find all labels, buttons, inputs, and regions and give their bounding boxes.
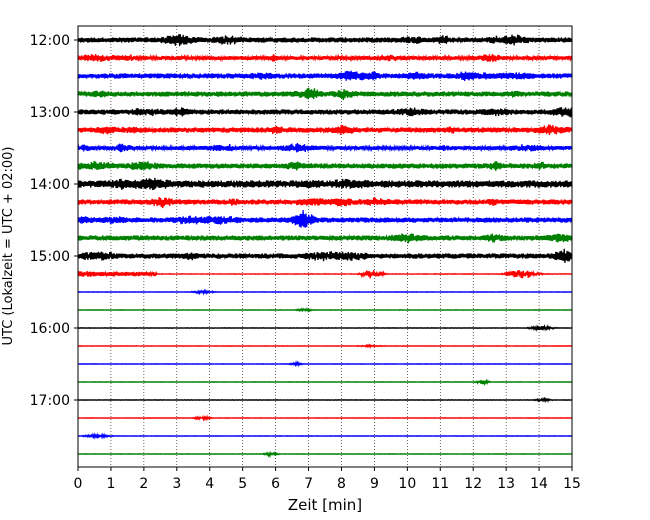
trace-1415	[77, 196, 573, 209]
x-tick-label: 5	[238, 476, 247, 492]
trace-1430	[77, 210, 573, 228]
trace-1700	[77, 396, 573, 404]
x-tick-label: 1	[106, 476, 115, 492]
trace-1215	[77, 53, 573, 63]
y-axis: 12:00 13:00 14:00 15:00 16:00 17:00	[30, 33, 78, 409]
x-tick-label: 2	[139, 476, 148, 492]
trace-1515	[77, 269, 573, 279]
trace-1615	[77, 343, 573, 349]
trace-1500	[77, 248, 573, 263]
x-tick-label: 9	[370, 476, 379, 492]
trace-1330	[77, 143, 573, 153]
x-tick-label: 15	[563, 476, 581, 492]
x-axis-label: Zeit [min]	[288, 496, 362, 514]
trace-1230	[77, 70, 573, 81]
plot-frame	[77, 25, 573, 468]
x-tick-label: 11	[431, 476, 449, 492]
trace-1445	[77, 233, 573, 244]
y-tick-label: 15:00	[30, 249, 70, 265]
trace-1345	[77, 160, 573, 172]
trace-1645	[77, 378, 573, 387]
trace-1545	[77, 307, 573, 314]
trace-1200	[77, 33, 573, 47]
x-tick-label: 0	[74, 476, 83, 492]
x-axis: 0 1 2 3 4 5 6 7 8 9 10 11 12 13 14 15	[74, 467, 581, 492]
x-tick-label: 7	[304, 476, 313, 492]
trace-1315	[77, 124, 573, 136]
x-tick-label: 4	[205, 476, 214, 492]
trace-1745	[77, 450, 573, 459]
y-tick-label: 16:00	[30, 321, 70, 337]
x-tick-label: 10	[398, 476, 416, 492]
x-tick-label: 13	[497, 476, 515, 492]
trace-1300	[77, 107, 573, 118]
trace-1715	[77, 414, 573, 422]
trace-group	[77, 33, 573, 459]
trace-1400	[77, 177, 573, 191]
y-tick-label: 13:00	[30, 105, 70, 121]
trace-1600	[77, 323, 573, 332]
trace-1630	[77, 359, 573, 368]
x-tick-label: 14	[530, 476, 548, 492]
trace-1730	[77, 432, 573, 440]
y-tick-label: 17:00	[30, 393, 70, 409]
x-tick-label: 6	[271, 476, 280, 492]
x-tick-label: 8	[337, 476, 346, 492]
y-axis-label: UTC (Lokalzeit = UTC + 02:00)	[1, 147, 16, 346]
x-tick-label: 12	[464, 476, 482, 492]
trace-1530	[77, 288, 573, 296]
x-tick-label: 3	[172, 476, 181, 492]
trace-1245	[77, 87, 573, 101]
y-tick-label: 14:00	[30, 177, 70, 193]
y-tick-label: 12:00	[30, 33, 70, 49]
